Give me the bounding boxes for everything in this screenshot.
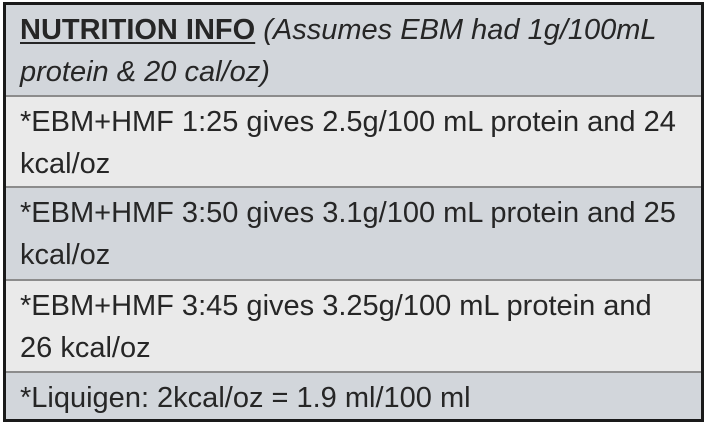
row-text: *EBM+HMF 1:25 gives 2.5g/100 mL protein … [20,105,676,180]
table-heading-note: (Assumes EBM had 1g/100mL protein & 20 c… [20,14,657,88]
table-header-row: NUTRITION INFO (Assumes EBM had 1g/100mL… [6,5,701,95]
table-row: *EBM+HMF 1:25 gives 2.5g/100 mL protein … [6,94,701,187]
table-row: *EBM+HMF 3:50 gives 3.1g/100 mL protein … [6,186,701,279]
row-text: *Liquigen: 2kcal/oz = 1.9 ml/100 ml [20,382,471,414]
nutrition-info-table: NUTRITION INFO (Assumes EBM had 1g/100mL… [3,2,704,422]
table-row: *Liquigen: 2kcal/oz = 1.9 ml/100 ml [6,371,701,419]
row-text: *EBM+HMF 3:50 gives 3.1g/100 mL protein … [20,197,676,272]
row-text: *EBM+HMF 3:45 gives 3.25g/100 mL protein… [20,289,652,364]
table-row: *EBM+HMF 3:45 gives 3.25g/100 mL protein… [6,278,701,371]
table-heading: NUTRITION INFO [20,14,256,46]
